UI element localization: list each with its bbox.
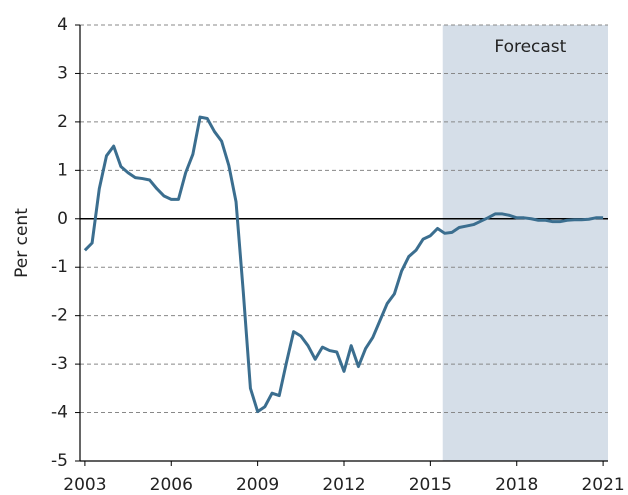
y-tick-label: -3 (51, 354, 68, 374)
x-tick-label: 2015 (409, 475, 452, 495)
x-tick-label: 2018 (495, 475, 538, 495)
y-tick-label: -4 (51, 403, 68, 423)
y-tick-label: 1 (57, 160, 68, 180)
x-tick-label: 2006 (150, 475, 193, 495)
y-tick-label: -1 (51, 257, 68, 277)
x-tick-label: 2012 (322, 475, 365, 495)
x-tick-label: 2009 (236, 475, 279, 495)
y-tick-label: -2 (51, 306, 68, 326)
x-tick-label: 2021 (581, 475, 624, 495)
y-tick-label: 3 (57, 63, 68, 83)
y-tick-label: 0 (57, 209, 68, 229)
forecast-shade (442, 25, 608, 461)
y-tick-label: 2 (57, 112, 68, 132)
series-line (83, 115, 604, 414)
y-axis-label: Per cent (12, 208, 32, 278)
x-tick-label: 2003 (63, 475, 106, 495)
y-tick-label: 4 (57, 15, 68, 35)
y-tick-label: -5 (51, 451, 68, 471)
annotation: Forecast (494, 37, 566, 57)
